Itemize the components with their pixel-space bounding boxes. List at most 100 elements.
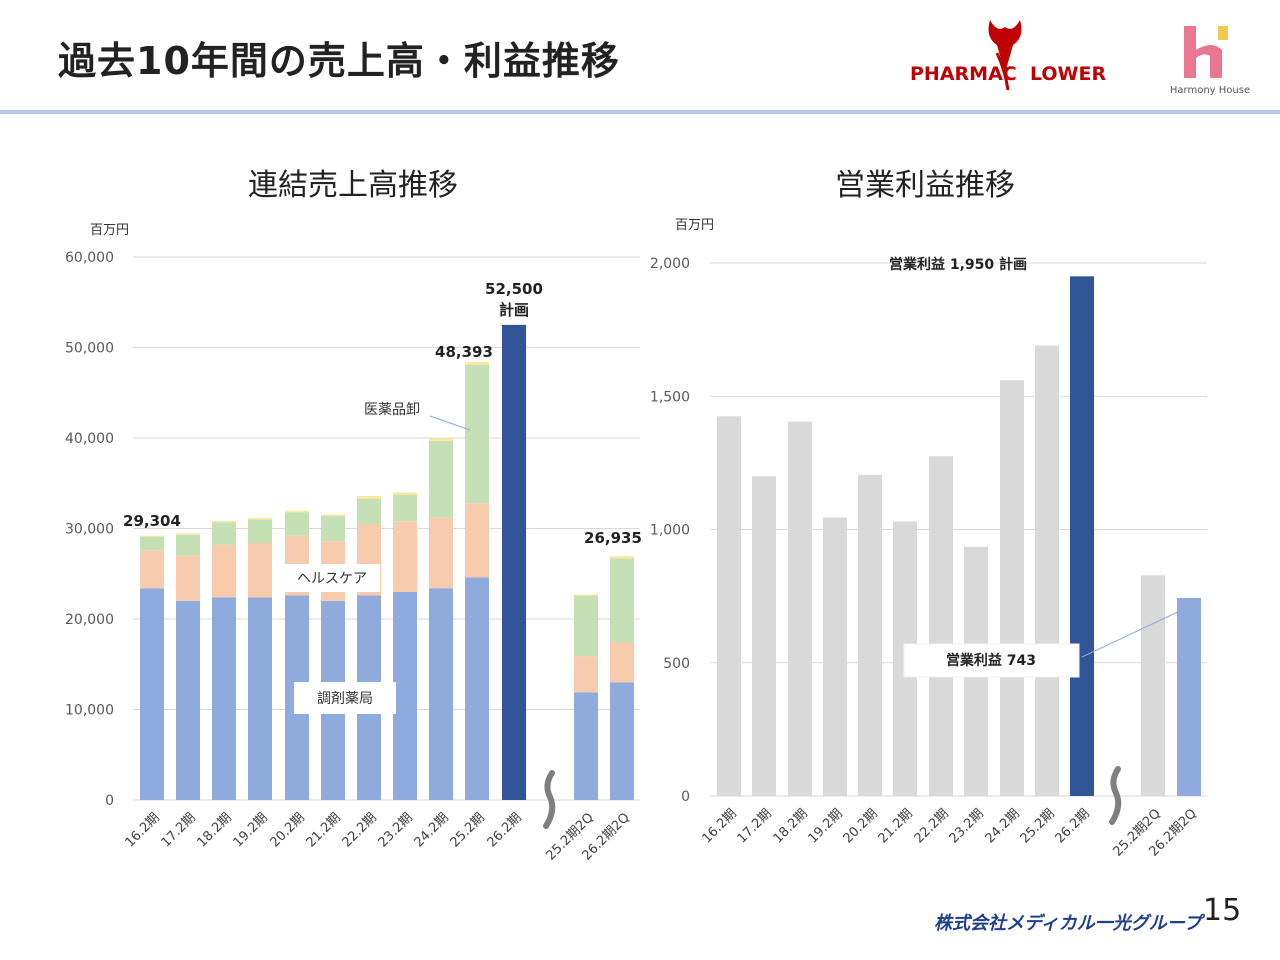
profit-y-tick: 1,500: [650, 389, 690, 405]
profit-x-tick: 20.2期: [841, 806, 881, 846]
profit-chart-title: 営業利益推移: [835, 168, 1015, 203]
sales-label-q2: 26,935: [584, 529, 642, 547]
profit-bar: [823, 517, 847, 796]
sales-bar-segment-3: [574, 594, 598, 596]
sales-bar-segment-3: [465, 362, 489, 365]
page-title: 過去10年間の売上高・利益推移: [58, 39, 620, 83]
sales-bar-segment-1: [393, 521, 417, 592]
sales-bar-segment-2: [610, 558, 634, 643]
sales-bar-segment-3: [248, 518, 272, 520]
profit-bar: [1000, 380, 1024, 796]
sales-y-tick: 30,000: [65, 522, 114, 538]
sales-x-tick: 16.2期: [123, 810, 163, 850]
sales-bar-segment-0: [429, 588, 453, 800]
sales-bar-segment-1: [212, 544, 236, 598]
sales-bar-segment-3: [610, 556, 634, 559]
sales-unit-label: 百万円: [90, 223, 130, 238]
sales-annotation-healthcare: ヘルスケア: [297, 571, 367, 587]
sales-label-plan-value: 52,500: [485, 280, 543, 298]
pharmacy-flower-logo: PHARMAC LOWER: [905, 15, 1110, 95]
sales-x-tick: 19.2期: [231, 810, 271, 850]
profit-label-current: 営業利益 743: [946, 652, 1036, 669]
sales-bar-segment-1: [248, 542, 272, 598]
sales-bar-segment-2: [465, 364, 489, 504]
sales-bar-segment-1: [610, 642, 634, 683]
flower-icon: [988, 20, 1022, 73]
pharmacy-logo-text: PHARMAC LOWER: [910, 63, 1106, 85]
sales-bar-segment-2: [574, 595, 598, 657]
profit-callout-leader: [1081, 609, 1183, 658]
profit-bar: [1035, 345, 1059, 796]
page-number: 15: [1203, 893, 1242, 928]
profit-y-tick: 1,000: [650, 523, 690, 539]
sales-bar-segment-2: [248, 519, 272, 543]
harmony-logo-text: Harmony House: [1170, 85, 1250, 96]
sales-bar-segment-1: [465, 503, 489, 578]
sales-bar-segment-3: [321, 514, 345, 516]
profit-x-tick: 17.2期: [735, 806, 775, 846]
profit-callout-box: [903, 643, 1080, 678]
profit-bar: [1070, 276, 1094, 796]
sales-y-tick: 20,000: [65, 612, 114, 628]
sales-x-tick: 21.2期: [304, 810, 344, 850]
profit-bar: [1177, 597, 1201, 796]
sales-x-tick: 23.2期: [376, 810, 416, 850]
profit-axis-break-icon: [1109, 766, 1122, 825]
sales-plan-bar: [502, 324, 526, 800]
sales-bar-segment-2: [357, 498, 381, 524]
profit-bar: [929, 456, 953, 796]
profit-x-tick: 16.2期: [700, 806, 740, 846]
sales-bar-segment-2: [285, 512, 309, 536]
sales-bar-segment-3: [285, 510, 309, 513]
sales-label-first: 29,304: [123, 512, 181, 530]
profit-x-tick: 22.2期: [912, 806, 952, 846]
profit-bar: [1141, 575, 1165, 796]
sales-annotation-leader: [429, 415, 471, 431]
sales-bar-segment-2: [176, 534, 200, 556]
profit-x-tick: 25.2期: [1018, 806, 1058, 846]
profit-y-tick: 500: [663, 656, 690, 672]
sales-bar-segment-0: [140, 588, 164, 800]
sales-annotation-wholesale: 医薬品卸: [364, 402, 420, 418]
profit-bar: [752, 476, 776, 796]
profit-label-plan: 営業利益 1,950 計画: [889, 256, 1027, 273]
harmony-house-logo: Harmony House: [1160, 18, 1260, 98]
company-logo-text: 株式会社メディカル一光グループ: [934, 913, 1202, 934]
sales-x-tick: 24.2期: [412, 810, 452, 850]
sales-bar-segment-0: [212, 597, 236, 800]
header-divider: [0, 110, 1280, 114]
sales-bar-segment-3: [393, 492, 417, 496]
sales-x-tick: 22.2期: [340, 810, 380, 850]
sales-bar-segment-3: [429, 438, 453, 441]
profit-x-tick: 26.2期: [1053, 806, 1093, 846]
sales-bar-segment-0: [465, 577, 489, 800]
sales-annotation-bg: [284, 564, 380, 592]
sales-bar-segment-0: [610, 682, 634, 800]
sales-bar-segment-2: [212, 522, 236, 545]
sales-bar-segment-1: [176, 555, 200, 601]
sales-y-tick: 10,000: [65, 703, 114, 719]
profit-y-tick: 0: [681, 789, 690, 805]
sales-bar-segment-1: [140, 550, 164, 589]
sales-axis-break-icon: [543, 770, 556, 829]
profit-bar: [788, 421, 812, 796]
profit-y-tick: 2,000: [650, 256, 690, 272]
sales-bar-segment-3: [140, 535, 164, 537]
sales-bar-segment-1: [574, 656, 598, 693]
sales-y-tick: 50,000: [65, 341, 114, 357]
sales-annotation-pharmacy: 調剤薬局: [317, 691, 373, 707]
profit-x-tick: 23.2期: [947, 806, 987, 846]
profit-x-tick: 21.2期: [876, 806, 916, 846]
sales-bar-segment-0: [176, 600, 200, 800]
sales-bar-segment-2: [140, 536, 164, 551]
profit-unit-label: 百万円: [675, 218, 715, 233]
profit-x-tick: 24.2期: [983, 806, 1023, 846]
sales-y-tick: 60,000: [65, 250, 114, 266]
sales-y-tick: 0: [105, 793, 114, 809]
sales-annotation-bg: [294, 682, 396, 714]
sales-bar-segment-0: [393, 591, 417, 800]
sales-bar-segment-2: [321, 515, 345, 542]
sales-x-tick: 25.2期: [448, 810, 488, 850]
sales-bar-segment-3: [357, 495, 381, 499]
